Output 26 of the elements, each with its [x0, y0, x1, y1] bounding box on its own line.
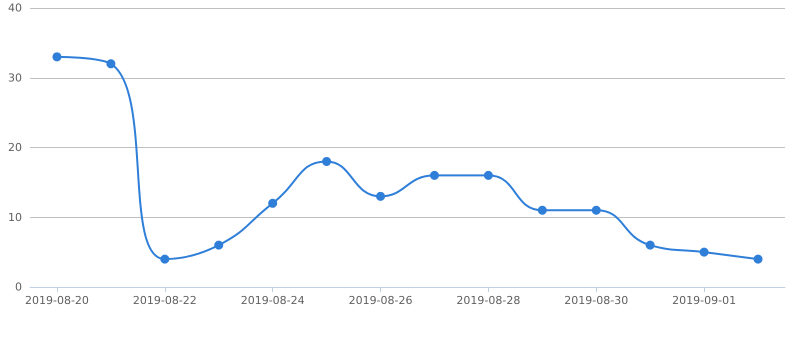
point [376, 192, 386, 201]
x-tick-label: 2019-08-20 [24, 294, 89, 307]
point [52, 52, 62, 62]
x-tick-label: 2019-08-24 [240, 294, 305, 307]
y-tick-label: 0 [15, 280, 22, 294]
point [268, 198, 278, 208]
point [646, 240, 655, 250]
y-tick-label: 10 [8, 210, 22, 224]
x-tick-label: 2019-08-26 [348, 294, 413, 307]
x-tick-label: 2019-08-30 [564, 294, 628, 307]
x-tick-label: 2019-09-01 [672, 294, 736, 307]
point [214, 240, 224, 250]
point [430, 170, 439, 180]
y-tick-label: 20 [8, 141, 22, 154]
y-tick-label: 30 [8, 71, 22, 84]
point [322, 156, 332, 166]
point [592, 206, 601, 215]
y-tick-label: 40 [8, 2, 22, 14]
point [538, 206, 547, 215]
x-tick-label: 2019-08-28 [456, 294, 520, 307]
x-tick-label: 2019-08-22 [132, 294, 197, 307]
point [700, 248, 709, 257]
point [484, 170, 493, 180]
point [754, 254, 763, 264]
point [160, 254, 170, 264]
point [106, 59, 116, 68]
